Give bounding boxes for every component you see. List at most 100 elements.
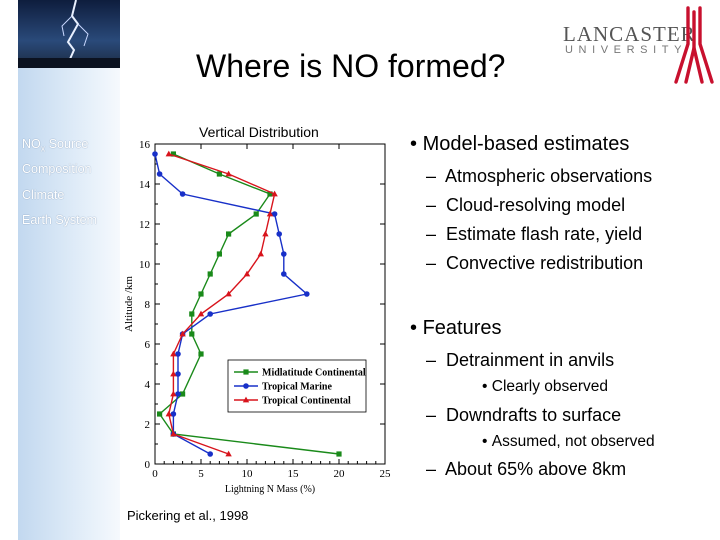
note-assumed: • Assumed, not observed bbox=[482, 433, 655, 451]
nav-nox-subscript: x bbox=[40, 143, 46, 154]
data-point bbox=[207, 311, 213, 317]
x-tick-label: 25 bbox=[380, 468, 392, 480]
dash: – bbox=[426, 459, 437, 479]
data-point bbox=[243, 270, 251, 277]
data-point bbox=[170, 411, 177, 417]
sub-bullet-flash-rate: – Estimate flash rate, yield bbox=[426, 224, 642, 245]
legend-label: Midlatitude Continental bbox=[262, 368, 366, 379]
sidebar bbox=[18, 68, 120, 540]
y-tick-label: 6 bbox=[145, 339, 151, 351]
sub-bullet-cloud-resolving: – Cloud-resolving model bbox=[426, 195, 625, 216]
bullet-dot: • bbox=[410, 317, 418, 339]
data-point bbox=[225, 170, 232, 177]
note-text: Assumed, not observed bbox=[491, 433, 655, 450]
bullet-dot: • bbox=[482, 378, 488, 395]
y-tick-label: 8 bbox=[145, 299, 151, 311]
data-point bbox=[243, 369, 249, 375]
data-point bbox=[225, 450, 232, 457]
citation: Pickering et al., 1998 bbox=[127, 508, 249, 523]
sub-bullet-convective: – Convective redistribution bbox=[426, 253, 643, 274]
data-point bbox=[189, 331, 195, 337]
y-tick-label: 0 bbox=[145, 459, 151, 471]
y-axis-label: Altitude /km bbox=[123, 276, 135, 332]
y-tick-label: 16 bbox=[139, 139, 151, 151]
series-line bbox=[154, 153, 309, 455]
lightning-photo bbox=[18, 0, 120, 68]
nav-item-composition[interactable]: Composition bbox=[22, 162, 92, 176]
y-tick-label: 10 bbox=[139, 259, 151, 271]
data-point bbox=[179, 330, 186, 337]
logo-emblem-icon bbox=[674, 6, 714, 84]
sub-bullet-text: Cloud-resolving model bbox=[446, 195, 626, 215]
logo-name: LANCASTER bbox=[563, 22, 696, 46]
page-title: Where is NO formed? bbox=[196, 48, 506, 84]
nav-item-earth-system[interactable]: Earth System bbox=[22, 213, 98, 227]
legend-label: Tropical Continental bbox=[262, 396, 351, 407]
data-point bbox=[242, 396, 250, 403]
data-point bbox=[281, 271, 287, 277]
sub-bullet-text: Detrainment in anvils bbox=[446, 350, 615, 370]
lightning-bolt-icon bbox=[18, 0, 120, 68]
data-point bbox=[157, 411, 163, 417]
data-point bbox=[271, 211, 278, 217]
data-point bbox=[336, 451, 342, 457]
data-point bbox=[257, 250, 264, 257]
dash: – bbox=[426, 166, 437, 186]
data-point bbox=[267, 191, 273, 197]
y-tick-label: 12 bbox=[139, 219, 150, 231]
sub-bullet-text: About 65% above 8km bbox=[445, 459, 627, 479]
bullet-dot: • bbox=[482, 433, 488, 450]
chart-caption: Vertical Distribution bbox=[199, 124, 319, 140]
note-text: Clearly observed bbox=[491, 378, 609, 395]
y-tick-label: 14 bbox=[139, 179, 151, 191]
data-point bbox=[197, 310, 205, 317]
data-point bbox=[189, 311, 195, 317]
data-point bbox=[266, 210, 274, 217]
x-tick-label: 0 bbox=[152, 468, 158, 480]
bullet-model-based: • Model-based estimates bbox=[410, 133, 629, 156]
data-point bbox=[152, 151, 158, 157]
dash: – bbox=[426, 195, 437, 215]
nav-item-climate[interactable]: Climate bbox=[22, 188, 65, 202]
data-point bbox=[207, 451, 213, 457]
x-tick-label: 20 bbox=[334, 468, 346, 480]
data-point bbox=[170, 370, 177, 377]
sub-bullet-text: Atmospheric observations bbox=[445, 166, 653, 186]
data-point bbox=[156, 171, 163, 177]
y-tick-label: 4 bbox=[145, 379, 151, 391]
bullet-features: • Features bbox=[410, 317, 502, 340]
data-point bbox=[304, 291, 310, 297]
legend-label: Tropical Marine bbox=[262, 382, 332, 393]
sub-bullet-detrainment: – Detrainment in anvils bbox=[426, 350, 614, 371]
sub-bullet-downdrafts: – Downdrafts to surface bbox=[426, 405, 621, 426]
bullet-text: Features bbox=[422, 317, 502, 339]
data-point bbox=[170, 430, 177, 437]
data-point bbox=[225, 290, 232, 297]
dash: – bbox=[426, 253, 437, 273]
data-point bbox=[175, 391, 181, 397]
data-point bbox=[175, 351, 181, 357]
x-tick-label: 5 bbox=[198, 468, 204, 480]
data-point bbox=[198, 351, 204, 357]
data-point bbox=[165, 150, 172, 157]
data-point bbox=[175, 371, 181, 377]
note-clearly-observed: • Clearly observed bbox=[482, 378, 608, 396]
data-point bbox=[281, 251, 287, 257]
y-tick-label: 2 bbox=[145, 419, 151, 431]
nav-nox-text: NO bbox=[22, 137, 41, 151]
nav-nox-rest: Source bbox=[45, 137, 89, 151]
data-point bbox=[271, 190, 278, 197]
data-point bbox=[216, 251, 222, 257]
x-axis-label: Lightning N Mass (%) bbox=[225, 484, 315, 495]
series-line bbox=[168, 153, 276, 455]
data-point bbox=[253, 211, 259, 217]
vertical-distribution-chart: 0 5 10 15 20 25 0 2 4 6 8 10 12 14 16 Midlatitude Cont… bbox=[123, 139, 392, 495]
nav-item-nox-source[interactable]: NOx Source bbox=[22, 137, 88, 154]
bullet-text: Model-based estimates bbox=[422, 133, 630, 155]
logo-sub: UNIVERSITY bbox=[565, 44, 688, 56]
data-point bbox=[170, 151, 176, 157]
sub-bullet-text: Estimate flash rate, yield bbox=[446, 224, 643, 244]
dash: – bbox=[426, 224, 437, 244]
x-tick-label: 10 bbox=[242, 468, 254, 480]
sub-bullet-text: Convective redistribution bbox=[446, 253, 644, 273]
